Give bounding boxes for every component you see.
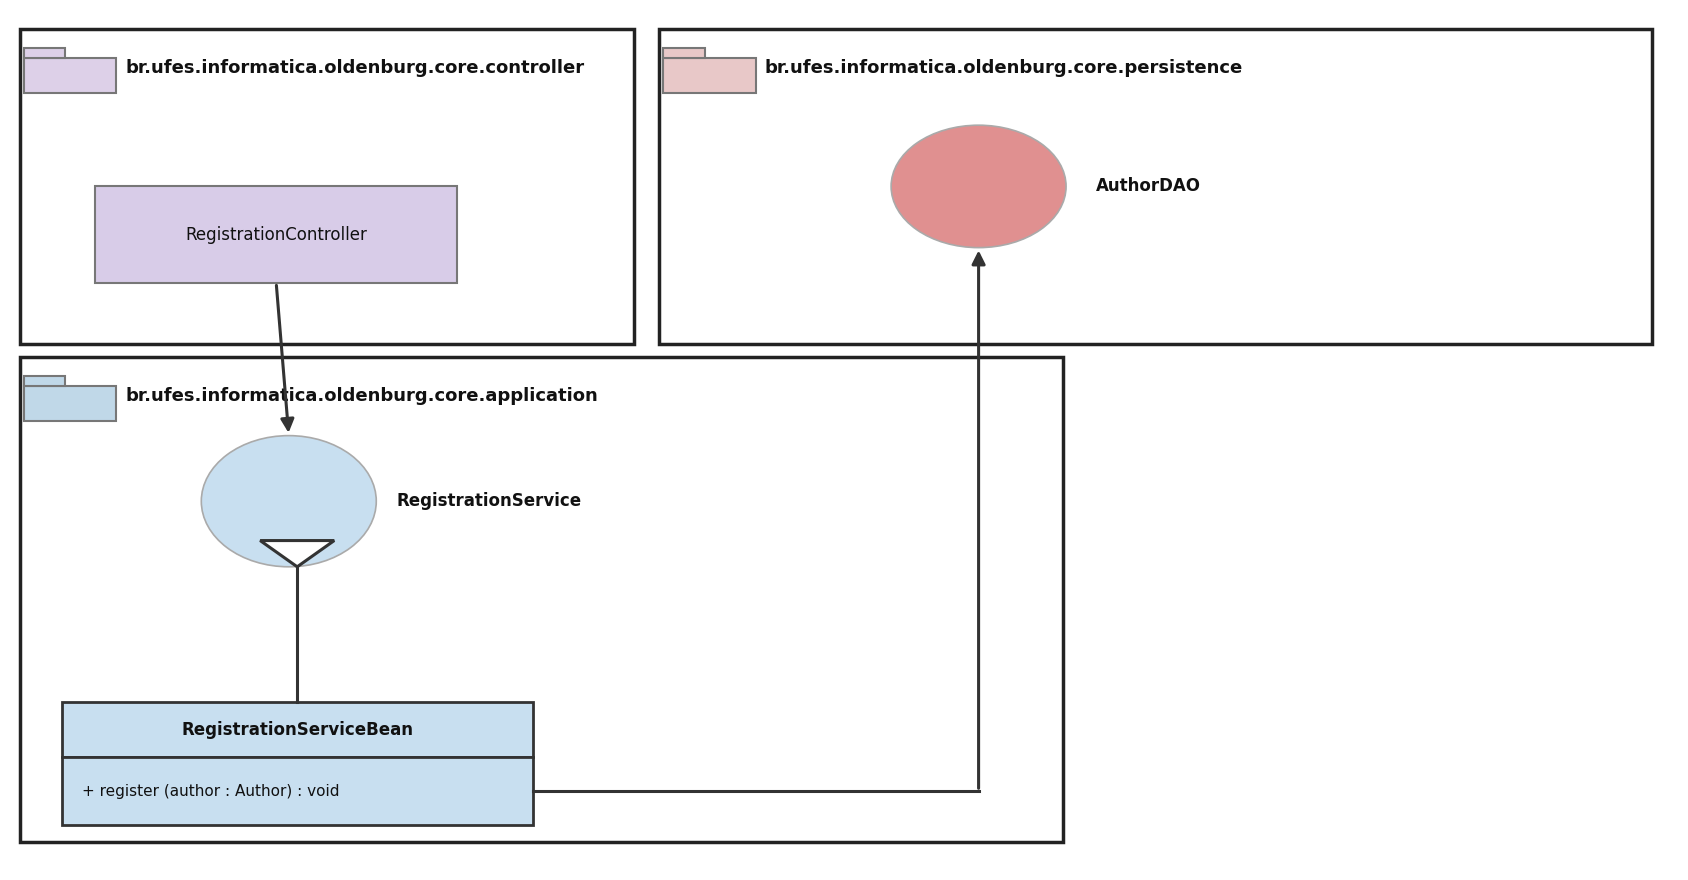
Text: RegistrationService: RegistrationService [397,492,582,510]
Text: + register (author : Author) : void: + register (author : Author) : void [81,783,339,798]
Bar [24,386,116,421]
Bar [24,58,116,93]
Ellipse shape [201,436,376,567]
Polygon shape [260,540,334,567]
Bar [663,58,756,93]
Bar [24,376,66,386]
Bar [20,357,1063,842]
Text: AuthorDAO: AuthorDAO [1097,178,1202,195]
Text: RegistrationController: RegistrationController [186,225,366,244]
Text: br.ufes.informatica.oldenburg.core.application: br.ufes.informatica.oldenburg.core.appli… [125,387,598,406]
Ellipse shape [891,125,1067,247]
Bar [24,48,66,58]
Bar [663,48,706,58]
Text: br.ufes.informatica.oldenburg.core.controller: br.ufes.informatica.oldenburg.core.contr… [125,59,584,77]
Text: RegistrationServiceBean: RegistrationServiceBean [181,721,414,739]
Text: br.ufes.informatica.oldenburg.core.persistence: br.ufes.informatica.oldenburg.core.persi… [765,59,1242,77]
Bar [62,702,533,758]
Bar [95,187,457,282]
Bar [658,29,1651,344]
Bar [62,758,533,825]
Bar [20,29,633,344]
